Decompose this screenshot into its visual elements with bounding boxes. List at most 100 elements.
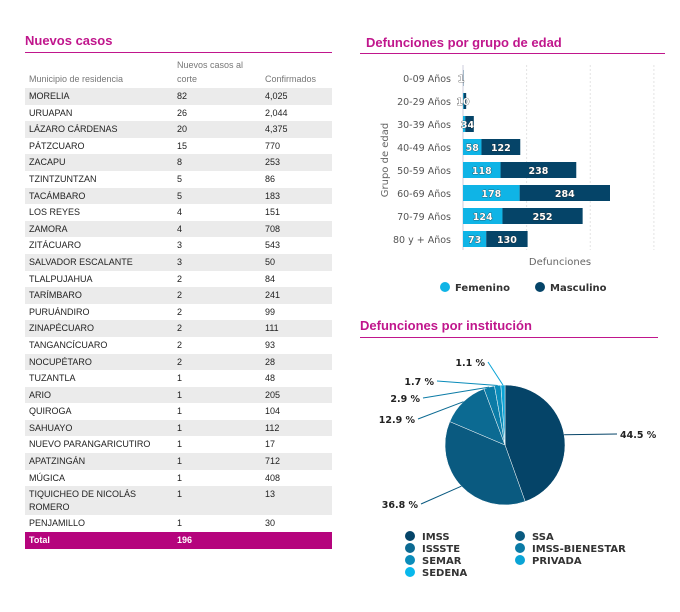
cell-municipio: SAHUAYO: [25, 419, 173, 437]
table-row: MÚGICA 1 408: [25, 470, 332, 487]
data-label: 122: [491, 143, 511, 154]
bar-masculino: [502, 208, 583, 224]
total-empty: [261, 532, 332, 549]
bar-masculino: [486, 231, 528, 247]
table-row: APATZINGÁN 1 712: [25, 453, 332, 470]
table-row: NOCUPÉTARO 2 28: [25, 353, 332, 371]
category-label: 60-69 Años: [397, 189, 451, 200]
category-label: 0-09 Años: [403, 74, 451, 85]
legend-item-masculino: Masculino: [550, 283, 607, 294]
table-row: QUIROGA 1 104: [25, 403, 332, 420]
legend-item-issste: ISSSTE: [422, 544, 460, 555]
cell-nuevos: 1: [177, 406, 183, 417]
leader-line: [422, 386, 490, 399]
cell-municipio: ARIO: [25, 386, 173, 404]
table-row: ZITÁCUARO 3 543: [25, 237, 332, 254]
age-bar-chart: 0-09 Años 1 20-29 Años 10 30-39 Años 34 40-49 …: [380, 65, 655, 294]
data-label: 178: [481, 189, 501, 200]
data-label: 124: [473, 212, 493, 223]
cell-confirmados: 543: [265, 240, 281, 251]
cell-municipio: NOCUPÉTARO: [25, 353, 173, 371]
leader-line: [564, 433, 618, 436]
total-label: Total: [25, 532, 173, 549]
table-row: MORELIA 82 4,025: [25, 88, 332, 105]
cell-confirmados: 86: [265, 173, 276, 184]
legend-item-imss: IMSS: [422, 532, 450, 543]
table-row: LÁZARO CÁRDENAS 20 4,375: [25, 121, 332, 138]
table-row: SAHUAYO 1 112: [25, 419, 332, 437]
cell-confirmados: 4,025: [261, 88, 332, 105]
cell-municipio: NUEVO PARANGARICUTIRO: [29, 439, 151, 450]
cell-municipio: PENJAMILLO: [29, 518, 86, 529]
institution-chart-title: Defunciones por institución: [360, 318, 532, 333]
cell-municipio: TARÍMBARO: [25, 287, 173, 304]
cell-municipio: APATZINGÁN: [25, 453, 173, 470]
cell-confirmados: 151: [265, 207, 281, 218]
legend-marker: [515, 531, 525, 541]
bar-masculino: [500, 162, 577, 178]
bar-masculino: [519, 185, 610, 201]
cell-nuevos: 1: [177, 518, 183, 529]
bar-femenino: [463, 162, 501, 178]
table-header: Municipio de residencia Nuevos casos al …: [25, 56, 332, 88]
table-row: NUEVO PARANGARICUTIRO 1 17: [25, 436, 332, 453]
category-label: 70-79 Años: [397, 212, 451, 223]
data-label: 118: [472, 166, 492, 177]
bar-femenino: [463, 208, 503, 224]
cell-nuevos: 2: [177, 306, 183, 317]
cell-confirmados: 4,375: [261, 121, 332, 138]
table-row: ZACAPU 8 253: [25, 154, 332, 171]
cell-confirmados: 84: [265, 273, 276, 284]
leader-line: [420, 485, 462, 505]
cell-nuevos: 26: [177, 107, 188, 118]
cell-confirmados: 408: [265, 472, 281, 483]
cell-municipio: ZACAPU: [25, 154, 173, 171]
cell-confirmados: 770: [265, 140, 281, 151]
cell-confirmados: 253: [261, 154, 332, 171]
legend-item-imss-bienestar: IMSS-BIENESTAR: [532, 544, 626, 555]
cell-confirmados: 30: [265, 518, 276, 529]
cell-confirmados: 112: [261, 419, 332, 437]
table-row: TZINTZUNTZAN 5 86: [25, 171, 332, 188]
cell-municipio: QUIROGA: [29, 406, 72, 417]
data-label: 252: [533, 212, 553, 223]
table-row: TLALPUJAHUA 2 84: [25, 271, 332, 288]
cell-confirmados: 205: [261, 386, 332, 404]
cell-nuevos: 3: [173, 253, 261, 271]
table-row: TUZANTLA 1 48: [25, 370, 332, 387]
data-label: 1: [458, 74, 465, 85]
bar-masculino: [481, 139, 521, 155]
cell-confirmados: 93: [265, 339, 276, 350]
category-label: 30-39 Años: [397, 120, 451, 131]
leader-line: [436, 380, 498, 386]
cases-title-rule: [25, 52, 332, 53]
cell-nuevos: 2: [177, 339, 183, 350]
cell-nuevos: 1: [177, 472, 183, 483]
cell-nuevos: 1: [173, 386, 261, 404]
slice-label: 12.9 %: [379, 415, 416, 426]
col-nuevos: Nuevos casos al corte: [177, 60, 244, 84]
cell-confirmados: 183: [261, 187, 332, 205]
cell-confirmados: 708: [261, 220, 332, 238]
cell-confirmados: 48: [265, 373, 276, 384]
cell-nuevos: 4: [173, 220, 261, 238]
cases-table: Municipio de residencia Nuevos casos al …: [25, 56, 332, 549]
pie-slice: [504, 384, 566, 502]
bar-femenino: [463, 139, 482, 155]
cell-municipio: LOS REYES: [29, 207, 81, 218]
bar-femenino: [463, 231, 487, 247]
cell-nuevos: 3: [177, 240, 183, 251]
leader-line: [487, 361, 504, 386]
cell-nuevos: 2: [173, 320, 261, 337]
cases-title: Nuevos casos: [25, 33, 113, 48]
cell-nuevos: 8: [173, 154, 261, 171]
cell-municipio: ZINAPÉCUARO: [25, 320, 173, 337]
leader-line: [417, 401, 464, 420]
legend-marker: [515, 543, 525, 553]
data-label: 58: [466, 143, 480, 154]
legend-marker-masculino: [535, 282, 545, 292]
cell-municipio: MÚGICA: [29, 472, 65, 483]
cell-nuevos: 15: [177, 140, 188, 151]
cell-nuevos: 1: [177, 439, 183, 450]
cell-municipio: PÁTZCUARO: [29, 140, 85, 151]
